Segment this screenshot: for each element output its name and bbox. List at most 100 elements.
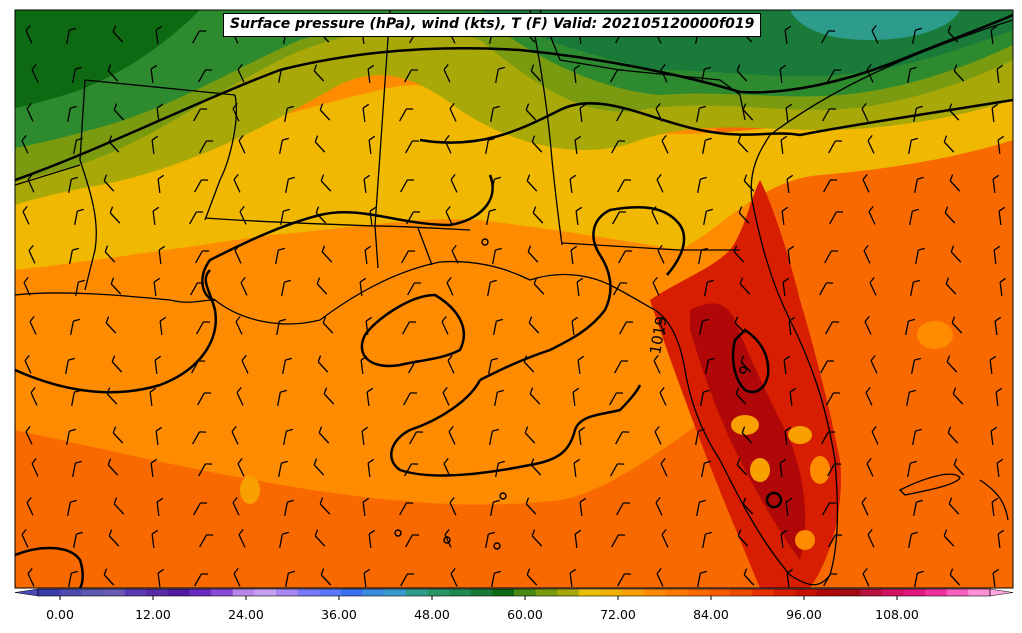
wind-barb <box>992 568 1000 588</box>
wind-barb <box>73 137 83 154</box>
colorbar-swatch <box>81 589 104 596</box>
wind-barb <box>237 63 245 83</box>
wind-barb <box>402 321 417 335</box>
wind-barb <box>699 318 709 335</box>
wind-barb <box>69 247 79 264</box>
colorbar-swatch <box>730 589 753 596</box>
colorbar-swatch <box>665 589 688 596</box>
wind-barb <box>150 64 158 84</box>
wind-barb <box>111 355 123 373</box>
wind-barb <box>913 499 923 516</box>
wind-barb <box>945 277 957 295</box>
wind-barb <box>871 24 879 44</box>
wind-barb <box>285 176 295 193</box>
wind-barb <box>493 318 503 335</box>
wind-barb <box>319 497 331 515</box>
wind-barb <box>281 279 291 296</box>
wind-barb <box>319 103 331 121</box>
wind-barb <box>157 174 165 194</box>
wind-barb <box>239 205 247 225</box>
wind-barb <box>193 108 208 122</box>
wind-barb <box>449 102 457 122</box>
wind-barbs <box>21 24 1007 588</box>
wind-barb <box>365 316 373 336</box>
wind-barb <box>695 428 705 445</box>
wind-barb <box>947 25 959 43</box>
wind-barb <box>399 108 414 122</box>
wind-barb <box>367 458 375 478</box>
wind-barb <box>996 458 1004 478</box>
colorbar-swatch <box>968 589 991 596</box>
wind-barb <box>658 315 666 335</box>
wind-barb <box>151 529 159 549</box>
wind-barb <box>106 387 118 405</box>
wind-barb <box>66 27 76 44</box>
wind-barb <box>68 570 78 587</box>
wind-barb <box>318 426 330 444</box>
wind-barb <box>238 134 246 154</box>
wind-barb <box>284 105 294 122</box>
wind-barb <box>29 315 37 335</box>
wind-barb <box>660 457 668 477</box>
wind-barb <box>486 208 496 225</box>
wind-barb <box>996 64 1004 84</box>
wind-barb <box>232 496 240 516</box>
wind-barb <box>998 206 1006 226</box>
colorbar-swatch <box>319 589 342 596</box>
colorbar-swatch <box>276 589 299 596</box>
wind-barb <box>737 135 749 153</box>
colorbar-swatch <box>946 589 969 596</box>
wind-barb <box>492 247 502 264</box>
wind-barb <box>315 206 327 224</box>
wind-barb <box>409 431 424 445</box>
wind-barb <box>823 573 838 587</box>
wind-barb <box>569 174 577 194</box>
wind-barb <box>530 64 542 82</box>
wind-barb <box>494 389 504 406</box>
wind-barb <box>914 570 924 587</box>
wind-barb <box>275 247 285 264</box>
wind-barb <box>614 360 629 374</box>
wind-barb <box>405 534 420 548</box>
wind-barb <box>741 426 753 444</box>
colorbar-swatch <box>643 589 666 596</box>
wind-barb <box>191 360 206 374</box>
wind-barb <box>612 211 627 225</box>
wind-barb <box>193 502 208 516</box>
wind-barb <box>943 529 955 547</box>
wind-barb <box>154 355 162 375</box>
wind-barb <box>574 135 582 155</box>
map-title: Surface pressure (hPa), wind (kts), T (F… <box>223 13 762 37</box>
colorbar-swatch <box>773 589 796 596</box>
wind-barb <box>736 458 748 476</box>
wind-barb <box>951 316 963 334</box>
colorbar-swatch <box>514 589 537 596</box>
wind-barb <box>158 245 166 265</box>
wind-barb <box>909 208 919 225</box>
wind-barb <box>490 105 500 122</box>
wind-barb <box>696 499 706 516</box>
wind-barb <box>70 318 80 335</box>
wind-barb <box>736 64 748 82</box>
wind-barb <box>866 63 874 83</box>
wind-barb <box>67 105 77 122</box>
wind-barb <box>828 140 843 154</box>
wind-barb <box>742 497 754 515</box>
wind-barb <box>574 529 582 549</box>
wind-barb <box>822 502 837 516</box>
wind-barb <box>153 277 161 297</box>
wind-barb <box>994 316 1002 336</box>
wind-barb <box>660 63 668 83</box>
wind-barb <box>313 64 325 82</box>
wind-barb <box>656 173 664 193</box>
wind-barb <box>362 497 370 517</box>
wind-barb <box>401 250 416 264</box>
wind-barb <box>781 206 789 226</box>
colorbar-swatch <box>557 589 580 596</box>
wind-barb <box>317 355 329 373</box>
wind-barb <box>489 428 499 445</box>
wind-barb <box>530 458 542 476</box>
wind-barb <box>316 277 328 295</box>
wind-barb <box>284 499 294 516</box>
wind-barb <box>407 282 422 296</box>
